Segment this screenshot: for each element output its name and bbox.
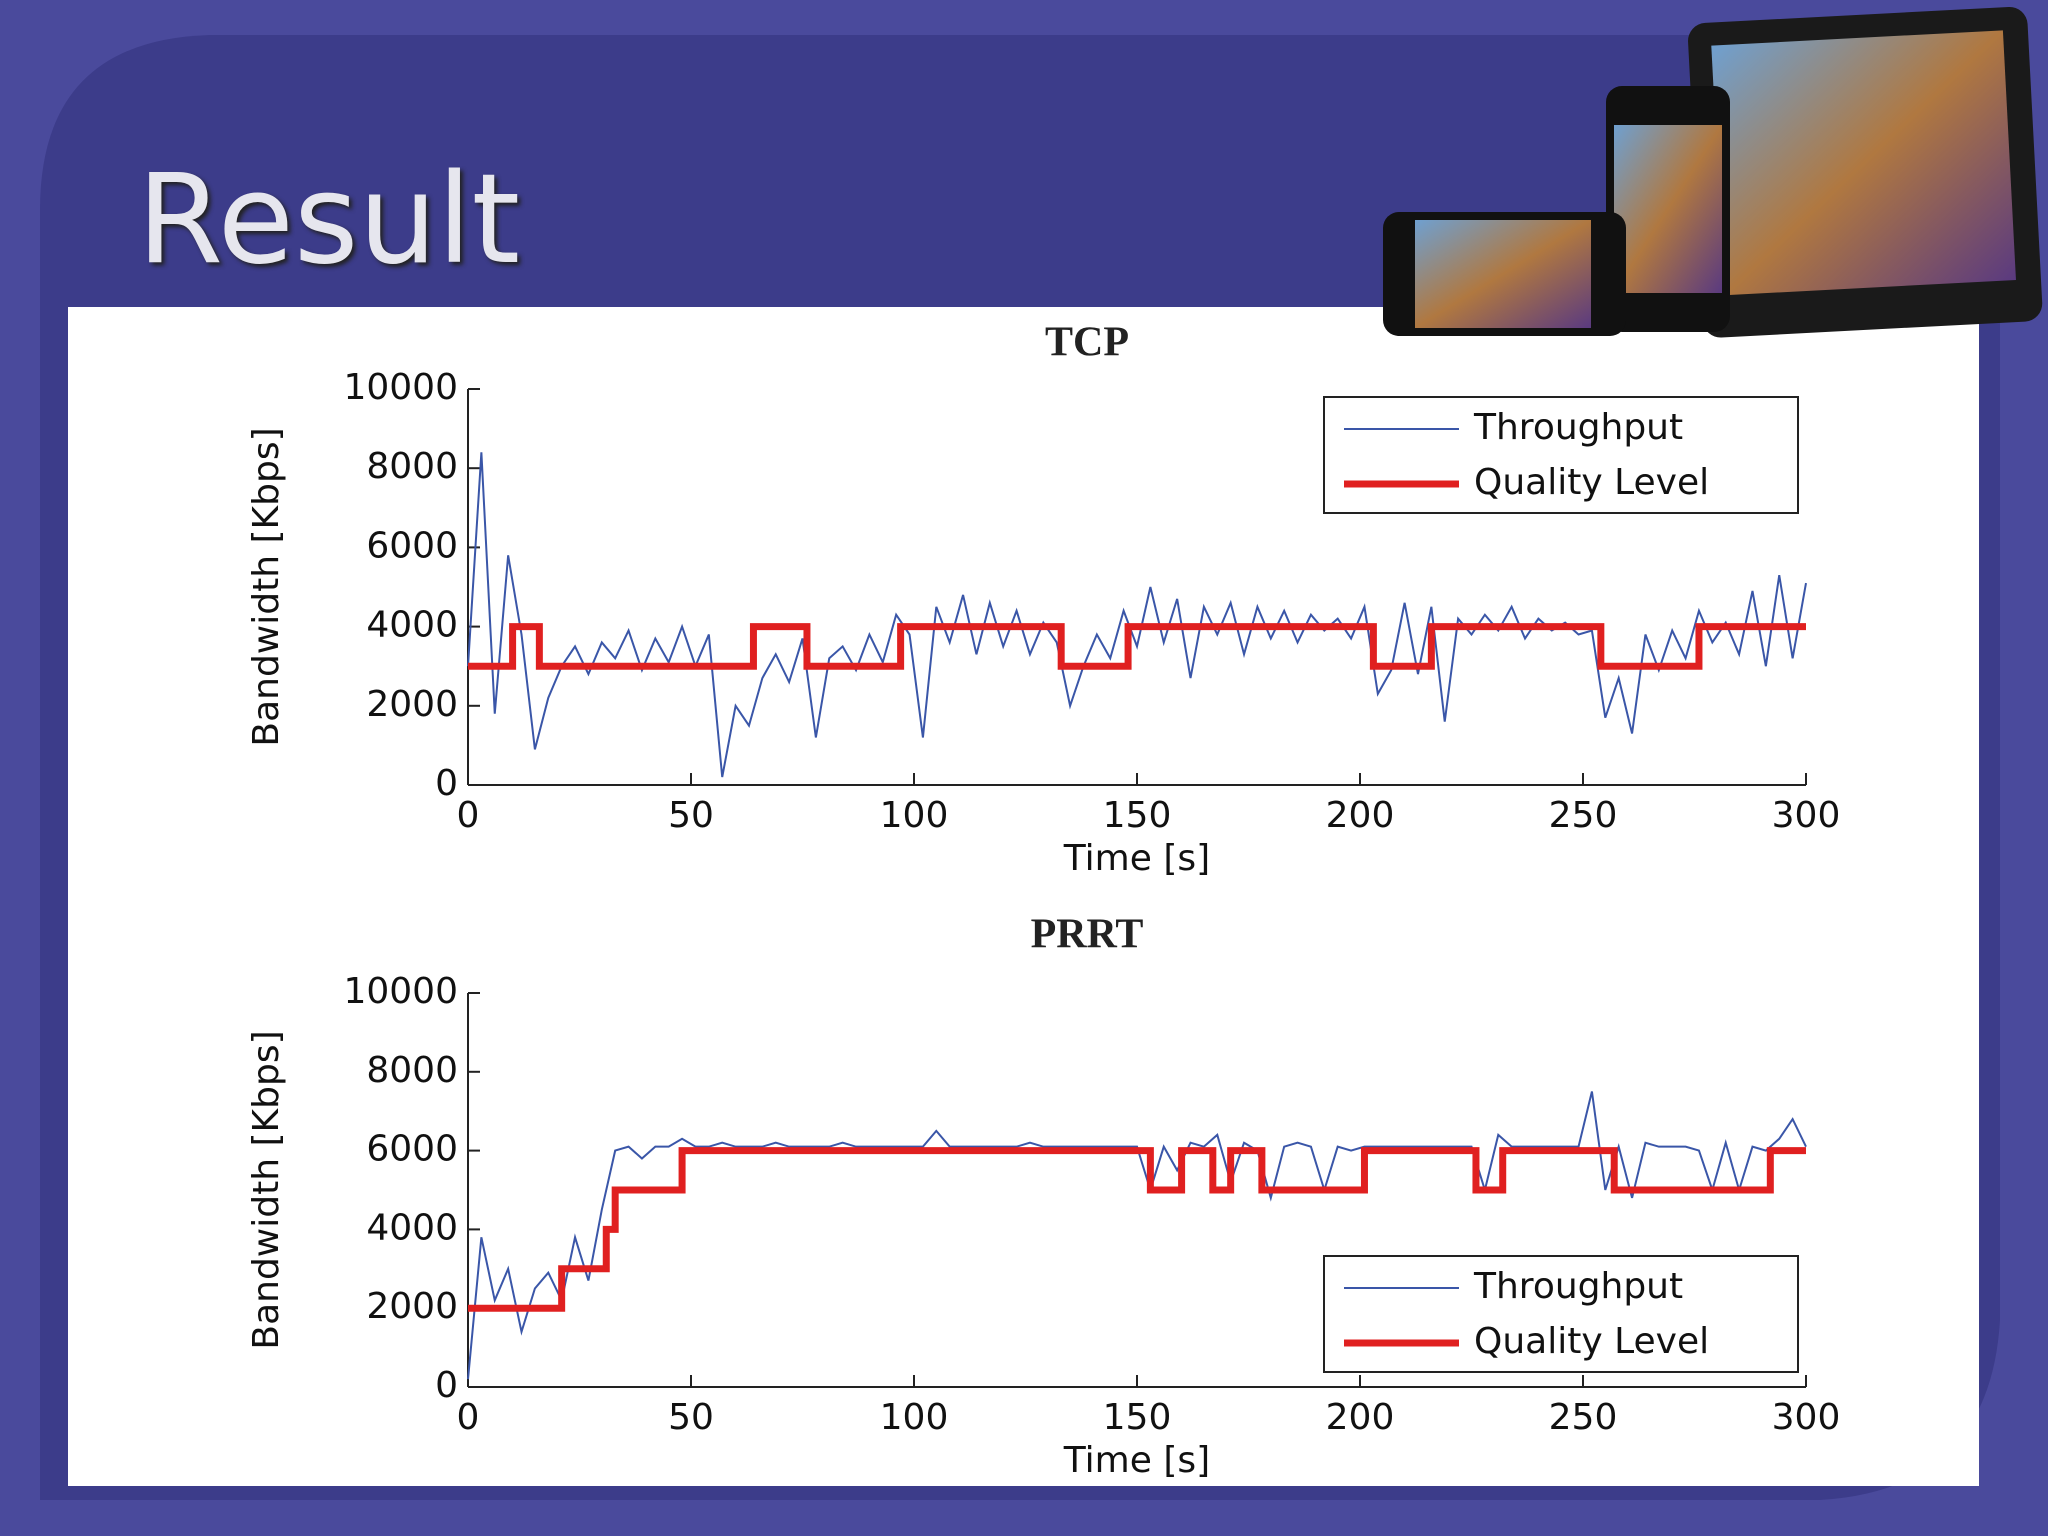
y-tick-label: 10000 xyxy=(343,367,458,408)
y-tick-label: 6000 xyxy=(366,1129,458,1170)
y-tick-label: 0 xyxy=(435,1365,458,1406)
y-tick-label: 4000 xyxy=(366,1207,458,1248)
y-tick-label: 4000 xyxy=(366,605,458,646)
series-line xyxy=(468,1147,1806,1312)
legend-label: Throughput xyxy=(1473,407,1683,448)
legend-label: Quality Level xyxy=(1474,462,1709,503)
series-line xyxy=(467,1091,1807,1380)
x-tick-label: 250 xyxy=(1549,1397,1618,1438)
devices xyxy=(1383,6,2043,338)
y-tick-label: 8000 xyxy=(366,1050,458,1091)
x-tick-label: 100 xyxy=(880,1397,949,1438)
x-tick-label: 150 xyxy=(1103,1397,1172,1438)
x-tick-label: 0 xyxy=(457,1397,480,1438)
y-tick-label: 2000 xyxy=(366,684,458,725)
y-axis-label: Bandwidth [Kbps] xyxy=(246,1030,287,1349)
y-axis-label: Bandwidth [Kbps] xyxy=(246,427,287,746)
x-tick-label: 200 xyxy=(1326,1397,1395,1438)
x-tick-label: 50 xyxy=(668,1397,714,1438)
x-tick-label: 100 xyxy=(880,795,949,836)
y-tick-label: 8000 xyxy=(366,446,458,487)
series-line xyxy=(468,623,1806,670)
legend-box xyxy=(1323,396,1799,514)
y-tick-label: 2000 xyxy=(366,1286,458,1327)
legend-label: Throughput xyxy=(1473,1266,1683,1307)
series-line xyxy=(467,452,1807,778)
x-tick-label: 0 xyxy=(457,795,480,836)
slide-title: Result xyxy=(137,148,520,292)
legend-label: Quality Level xyxy=(1474,1321,1709,1362)
x-tick-label: 200 xyxy=(1326,795,1395,836)
x-tick-label: 150 xyxy=(1103,795,1172,836)
chart-title: TCP xyxy=(1045,320,1129,366)
y-tick-label: 10000 xyxy=(343,971,458,1012)
y-tick-label: 0 xyxy=(435,763,458,804)
x-axis-label: Time [s] xyxy=(1063,1440,1210,1481)
x-tick-label: 250 xyxy=(1549,795,1618,836)
x-tick-label: 300 xyxy=(1772,1397,1841,1438)
y-tick-label: 6000 xyxy=(366,525,458,566)
chart-title: PRRT xyxy=(1031,912,1144,958)
x-tick-label: 50 xyxy=(668,795,714,836)
legend-box xyxy=(1323,1255,1799,1373)
x-axis-label: Time [s] xyxy=(1063,838,1210,879)
x-tick-label: 300 xyxy=(1772,795,1841,836)
